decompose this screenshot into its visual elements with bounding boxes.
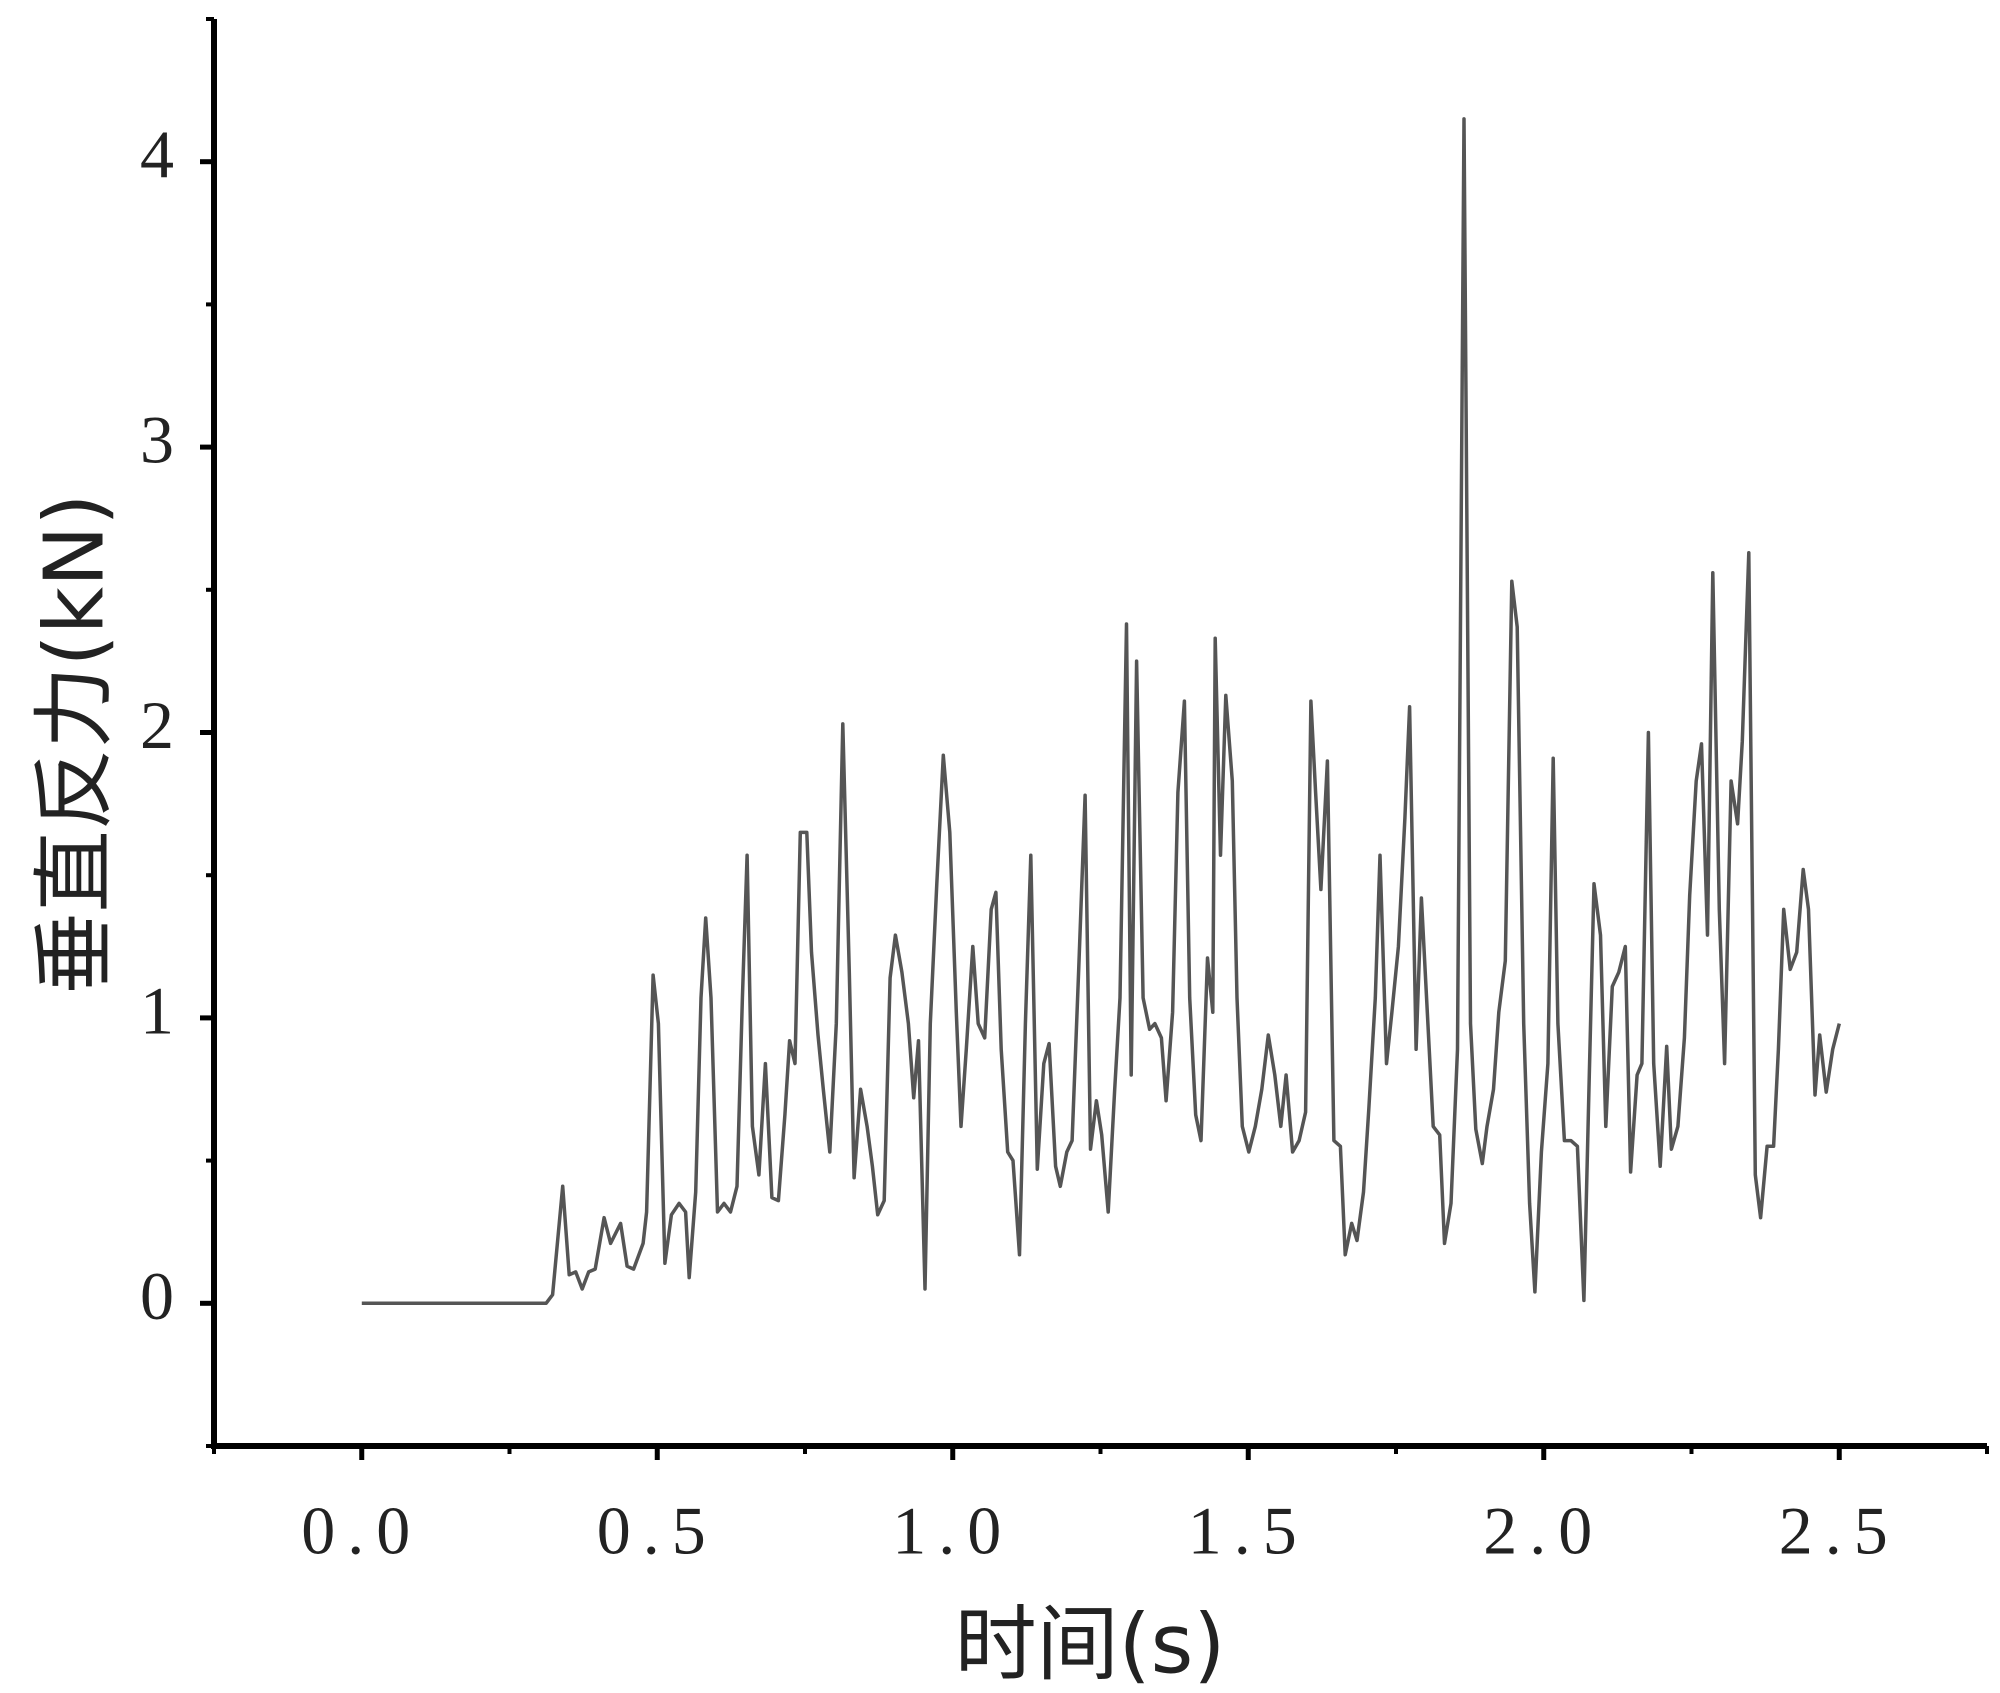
y-tick-label: 4 xyxy=(140,116,174,192)
x-tick-label: 0.0 xyxy=(301,1493,422,1569)
y-tick-label: 1 xyxy=(140,973,174,1049)
data-line xyxy=(361,117,1841,1306)
y-tick-label: 2 xyxy=(140,687,174,763)
x-tick-label: 1.5 xyxy=(1188,1493,1309,1569)
x-tick-label: 0.5 xyxy=(597,1493,718,1569)
x-axis-label: 时间(s) xyxy=(955,1597,1226,1692)
y-tick-label: 0 xyxy=(140,1258,174,1334)
x-tick-label: 1.0 xyxy=(892,1493,1013,1569)
y-tick-label: 3 xyxy=(140,402,174,478)
x-tick-label: 2.5 xyxy=(1779,1493,1900,1569)
y-axis-label: 垂直反力(kN) xyxy=(27,494,122,995)
x-tick-label: 2.0 xyxy=(1483,1493,1604,1569)
